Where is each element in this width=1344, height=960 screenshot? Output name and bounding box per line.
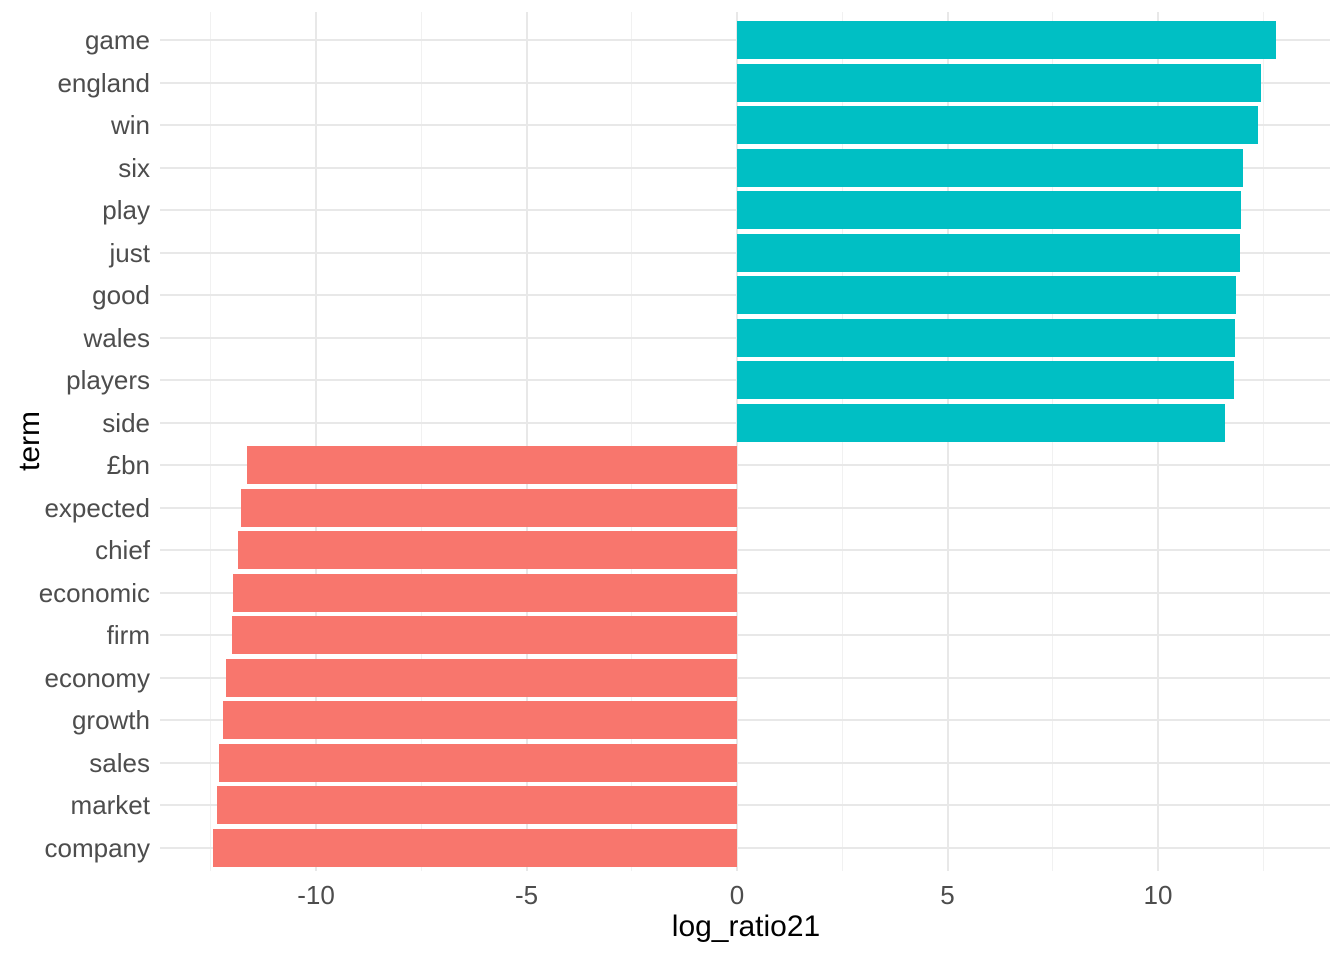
- x-tick-label-5: 5: [940, 880, 955, 910]
- gridline-vertical-minor: [631, 12, 633, 871]
- x-tick-label--10: -10: [297, 880, 335, 910]
- y-tick-label-wales: wales: [83, 322, 150, 353]
- bar-chief: [238, 531, 737, 569]
- gridline-horizontal-major: [160, 591, 1330, 594]
- y-tick-label-expected: expected: [44, 492, 150, 523]
- y-axis-title: term: [13, 411, 46, 471]
- y-tick-label-sales: sales: [89, 747, 150, 778]
- gridline-horizontal-major: [160, 549, 1330, 551]
- gridline-vertical-major: [946, 12, 949, 871]
- bar-company: [212, 828, 737, 867]
- y-tick-label-just: just: [109, 237, 150, 268]
- y-tick-label--bn: £bn: [106, 450, 150, 480]
- bar-economy: [225, 658, 737, 697]
- bar-good: [737, 276, 1236, 314]
- y-tick-label-economy: economy: [44, 662, 151, 693]
- bar--bn: [246, 446, 737, 484]
- bar-win: [737, 106, 1258, 144]
- y-tick-label-economic: economic: [38, 577, 150, 608]
- bar-sales: [219, 743, 737, 782]
- y-tick-label-side: side: [102, 407, 150, 438]
- bar-six: [737, 148, 1244, 187]
- bar-wales: [737, 318, 1236, 357]
- y-tick-label-six: six: [118, 152, 150, 183]
- x-tick-label-10: 10: [1143, 880, 1173, 910]
- gridline-vertical-major: [1157, 12, 1159, 871]
- gridline-horizontal-major: [160, 719, 1330, 721]
- gridline-horizontal-major: [160, 676, 1330, 679]
- y-tick-label-good: good: [92, 280, 150, 310]
- gridline-horizontal-major: [160, 464, 1330, 466]
- x-axis-title: log_ratio21: [671, 910, 821, 943]
- bar-play: [737, 191, 1241, 229]
- gridline-horizontal-major: [160, 761, 1330, 764]
- y-tick-label-market: market: [70, 790, 150, 820]
- gridline-vertical-major: [525, 12, 528, 871]
- gridline-horizontal-major: [160, 634, 1330, 636]
- y-tick-label-growth: growth: [71, 705, 150, 735]
- bar-game: [737, 21, 1276, 59]
- y-tick-label-firm: firm: [106, 620, 150, 650]
- bar-england: [737, 63, 1262, 102]
- gridline-vertical-minor: [1262, 12, 1264, 871]
- bar-growth: [222, 701, 737, 739]
- gridline-vertical-major: [736, 12, 738, 871]
- bar-just: [737, 233, 1241, 272]
- gridline-vertical-minor: [420, 12, 422, 871]
- bar-market: [217, 786, 737, 824]
- bar-players: [737, 361, 1235, 399]
- gridline-vertical-minor: [210, 12, 212, 871]
- x-tick-label--5: -5: [514, 880, 539, 910]
- y-tick-label-players: players: [66, 365, 150, 395]
- gridline-horizontal-major: [160, 846, 1330, 849]
- gridline-vertical-minor: [841, 12, 843, 871]
- y-tick-label-chief: chief: [95, 535, 150, 565]
- gridline-horizontal-major: [160, 804, 1330, 806]
- bar-expected: [241, 488, 737, 527]
- y-tick-label-play: play: [102, 195, 150, 225]
- y-tick-label-win: win: [110, 110, 150, 140]
- gridline-vertical-minor: [1052, 12, 1054, 871]
- bar-firm: [232, 616, 737, 654]
- y-tick-label-game: game: [84, 25, 150, 55]
- bar-economic: [233, 573, 737, 612]
- y-tick-label-england: england: [57, 67, 150, 98]
- y-tick-label-company: company: [44, 832, 151, 863]
- bar-side: [737, 403, 1225, 442]
- gridline-horizontal-major: [160, 506, 1330, 509]
- x-tick-label-0: 0: [729, 880, 745, 910]
- gridline-vertical-major: [315, 12, 317, 871]
